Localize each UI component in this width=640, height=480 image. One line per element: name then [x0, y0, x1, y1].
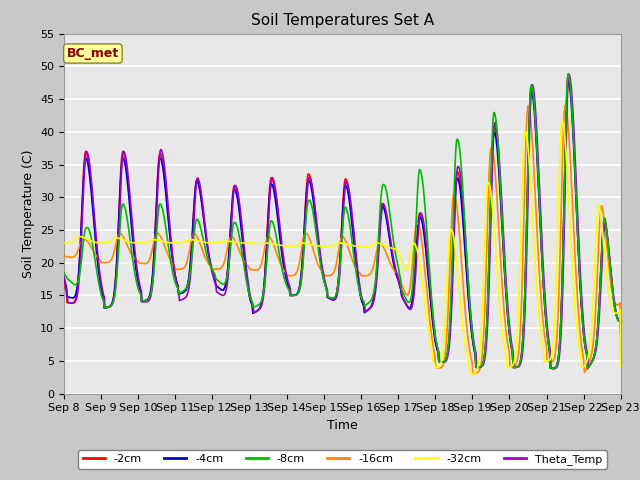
- Legend: -2cm, -4cm, -8cm, -16cm, -32cm, Theta_Temp: -2cm, -4cm, -8cm, -16cm, -32cm, Theta_Te…: [78, 450, 607, 469]
- Text: BC_met: BC_met: [67, 47, 119, 60]
- X-axis label: Time: Time: [327, 419, 358, 432]
- Y-axis label: Soil Temperature (C): Soil Temperature (C): [22, 149, 35, 278]
- Title: Soil Temperatures Set A: Soil Temperatures Set A: [251, 13, 434, 28]
